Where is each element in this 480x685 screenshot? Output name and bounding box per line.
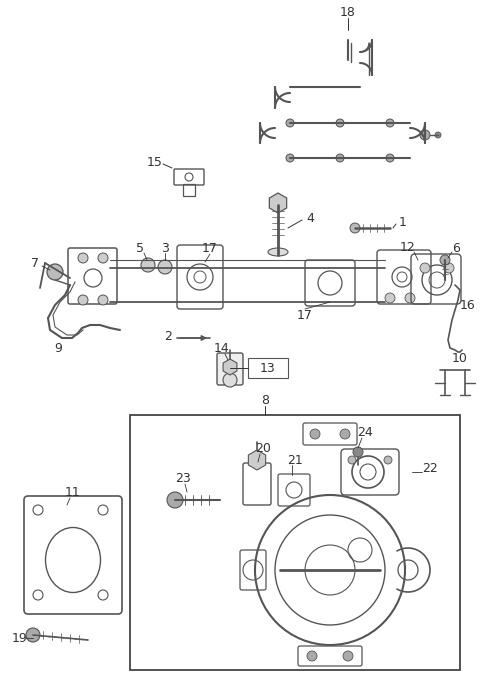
Text: 7: 7 (31, 256, 39, 269)
Text: 21: 21 (287, 453, 303, 466)
Text: 17: 17 (297, 308, 313, 321)
Bar (248, 358, 288, 378)
Text: 8: 8 (261, 393, 269, 406)
Circle shape (405, 293, 415, 303)
Text: 11: 11 (65, 486, 81, 499)
Circle shape (26, 628, 40, 642)
Circle shape (307, 651, 317, 661)
Circle shape (336, 119, 344, 127)
Text: 1: 1 (399, 216, 407, 229)
Circle shape (158, 260, 172, 274)
Circle shape (386, 119, 394, 127)
Text: 19: 19 (12, 632, 28, 645)
Bar (183, 184, 195, 196)
Circle shape (386, 154, 394, 162)
Circle shape (286, 154, 294, 162)
Circle shape (223, 373, 237, 387)
Circle shape (420, 263, 430, 273)
Circle shape (167, 492, 183, 508)
Text: 12: 12 (400, 240, 416, 253)
Text: 6: 6 (452, 242, 460, 255)
Circle shape (336, 154, 344, 162)
Text: 24: 24 (357, 425, 373, 438)
Text: 23: 23 (175, 471, 191, 484)
Text: 4: 4 (306, 212, 314, 225)
Text: 22: 22 (422, 462, 438, 475)
Circle shape (78, 295, 88, 305)
Circle shape (343, 651, 353, 661)
Circle shape (440, 255, 450, 265)
Circle shape (385, 293, 395, 303)
Text: 14: 14 (214, 342, 230, 355)
Text: 20: 20 (255, 442, 271, 455)
Circle shape (384, 456, 392, 464)
Circle shape (348, 456, 356, 464)
Circle shape (98, 253, 108, 263)
Circle shape (47, 264, 63, 280)
Circle shape (353, 447, 363, 457)
Ellipse shape (268, 248, 288, 256)
Text: 18: 18 (340, 5, 356, 18)
Text: 10: 10 (452, 351, 468, 364)
Text: 2: 2 (164, 329, 172, 342)
Circle shape (435, 132, 441, 138)
Circle shape (98, 295, 108, 305)
Text: 13: 13 (260, 362, 276, 375)
Circle shape (350, 223, 360, 233)
Text: 5: 5 (136, 242, 144, 255)
Circle shape (340, 429, 350, 439)
Circle shape (310, 429, 320, 439)
Text: 9: 9 (54, 342, 62, 355)
Circle shape (78, 253, 88, 263)
Circle shape (444, 263, 454, 273)
Text: 16: 16 (460, 299, 476, 312)
Circle shape (286, 119, 294, 127)
FancyBboxPatch shape (217, 353, 243, 385)
Text: 3: 3 (161, 242, 169, 255)
Circle shape (141, 258, 155, 272)
Circle shape (420, 130, 430, 140)
Text: 15: 15 (147, 155, 163, 169)
Bar (130, 415, 460, 670)
Text: 17: 17 (202, 242, 218, 255)
